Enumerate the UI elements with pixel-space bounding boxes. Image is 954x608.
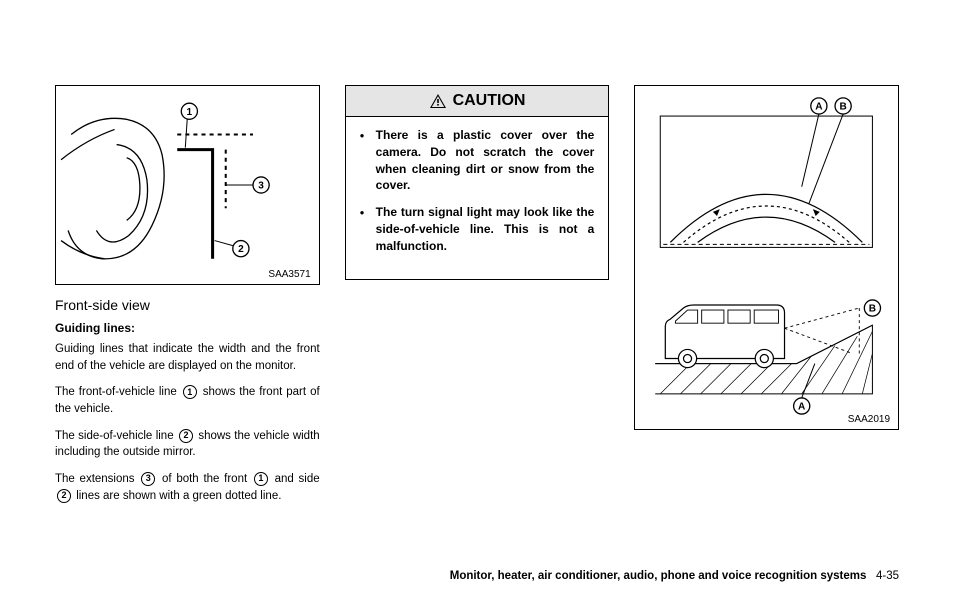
paragraph-1: Guiding lines that indicate the width an…	[55, 341, 320, 374]
ref-circle-2b: 2	[57, 489, 71, 503]
ref-circle-1: 1	[183, 385, 197, 399]
paragraph-3: The side-of-vehicle line 2 shows the veh…	[55, 428, 320, 461]
p4-text-b: of both the front	[157, 473, 252, 485]
figure-code-1: SAA3571	[268, 269, 310, 280]
ref-circle-3: 3	[141, 472, 155, 486]
warning-icon	[429, 93, 447, 109]
caution-bullet-2: The turn signal light may look like the …	[360, 204, 595, 254]
caution-box: There is a plastic cover over the camera…	[345, 117, 610, 280]
p2-text-a: The front-of-vehicle line	[55, 386, 181, 398]
ref-circle-1b: 1	[254, 472, 268, 486]
section-heading: Front-side view	[55, 297, 320, 313]
page-footer: Monitor, heater, air conditioner, audio,…	[450, 570, 899, 582]
footer-section: Monitor, heater, air conditioner, audio,…	[450, 570, 867, 582]
caution-title: CAUTION	[453, 92, 526, 110]
figure-code-2: SAA2019	[848, 414, 890, 425]
caution-banner: CAUTION	[345, 85, 610, 117]
column-right: A B	[634, 85, 899, 555]
svg-text:B: B	[869, 304, 876, 315]
ref-circle-2: 2	[179, 429, 193, 443]
svg-text:A: A	[816, 101, 824, 112]
svg-text:A: A	[798, 402, 806, 413]
p4-text-c: and side	[270, 473, 320, 485]
column-left: 1 3 2 SAA3571 Front-side view Guiding li…	[55, 85, 320, 555]
caution-bullet-1: There is a plastic cover over the camera…	[360, 127, 595, 194]
p4-text-d: lines are shown with a green dotted line…	[73, 490, 281, 502]
svg-text:3: 3	[258, 181, 264, 192]
p4-text-a: The extensions	[55, 473, 139, 485]
subheading-guiding-lines: Guiding lines:	[55, 321, 320, 335]
svg-text:2: 2	[238, 244, 244, 255]
paragraph-2: The front-of-vehicle line 1 shows the fr…	[55, 384, 320, 417]
svg-text:B: B	[840, 101, 847, 112]
footer-page-number: 4-35	[876, 570, 899, 582]
column-center: CAUTION There is a plastic cover over th…	[345, 85, 610, 555]
svg-text:1: 1	[187, 107, 193, 118]
p3-text-a: The side-of-vehicle line	[55, 430, 177, 442]
figure-rear-camera: A B	[634, 85, 899, 430]
figure-front-side-view: 1 3 2 SAA3571	[55, 85, 320, 285]
paragraph-4: The extensions 3 of both the front 1 and…	[55, 471, 320, 504]
